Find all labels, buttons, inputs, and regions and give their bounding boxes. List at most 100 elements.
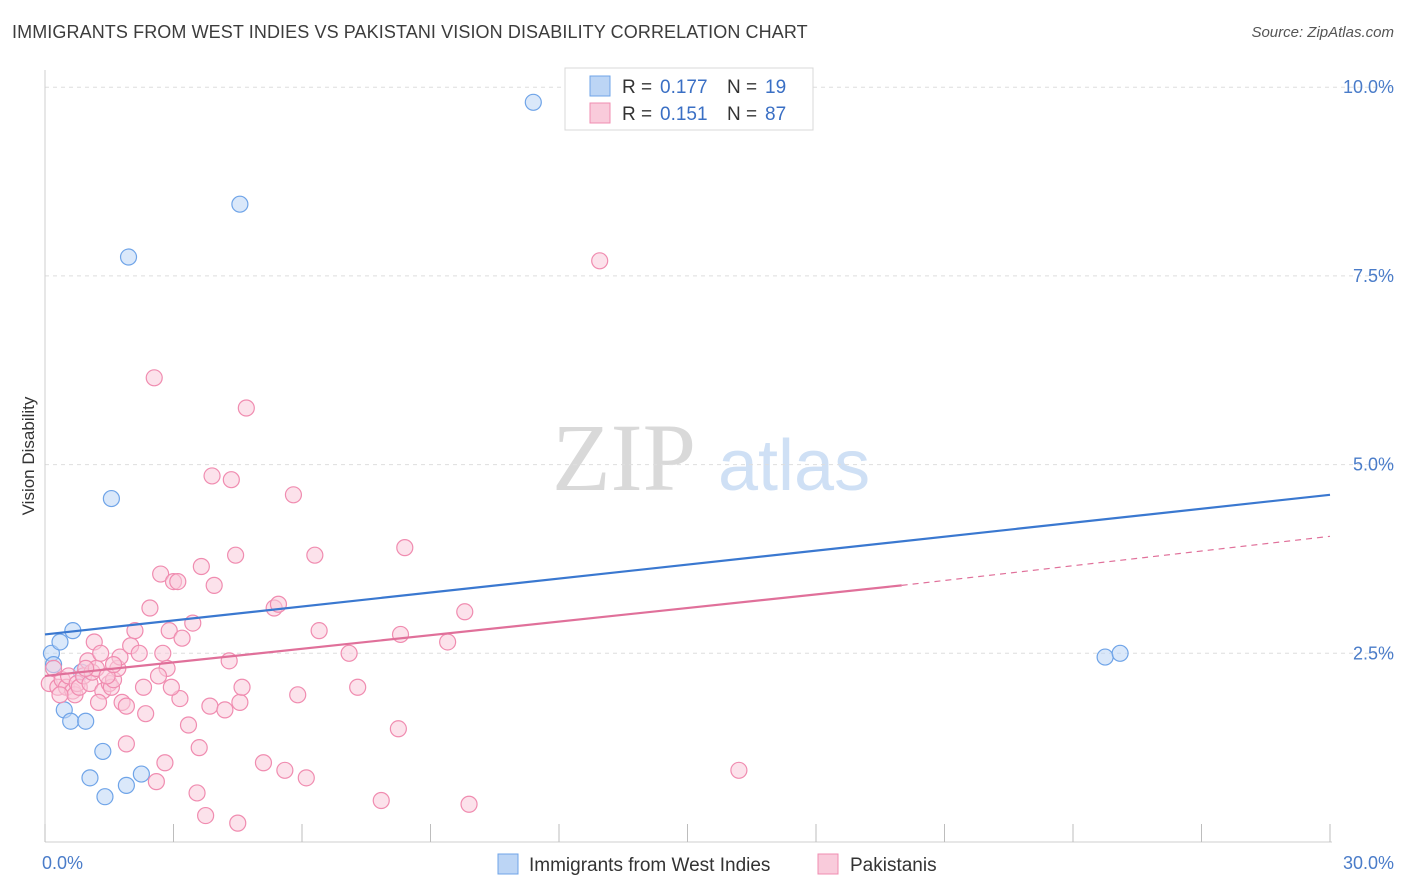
pakistanis-point	[51, 686, 69, 704]
west-indies-point	[119, 248, 138, 266]
west-indies-point	[102, 489, 120, 508]
pakistanis-point	[152, 565, 170, 583]
west-indies-point	[51, 633, 69, 651]
pakistanis-point	[276, 761, 294, 779]
pakistanis-point	[145, 369, 163, 387]
pakistanis-point	[591, 252, 609, 270]
pakistanis-point	[396, 539, 414, 557]
pakistanis-point	[89, 693, 108, 711]
y-tick-label: 5.0%	[1353, 455, 1394, 475]
legend-n-label-2: N =	[727, 104, 757, 125]
legend-r-label-1: R =	[622, 77, 652, 98]
pakistanis-point	[460, 795, 478, 813]
pakistanis-point	[156, 754, 174, 772]
pakistanis-point	[229, 814, 247, 832]
pakistanis-point	[130, 644, 148, 662]
west-indies-point	[77, 712, 95, 730]
y-tick-labels: 2.5% 5.0% 7.5% 10.0%	[1343, 77, 1394, 663]
west-indies-point	[62, 712, 80, 730]
correlation-legend: R = 0.177 N = 19 R = 0.151 N = 87	[564, 67, 814, 131]
x-tick-label-max: 30.0%	[1343, 853, 1394, 873]
x-ticks	[44, 824, 1331, 842]
west-indies-point	[94, 742, 112, 761]
chart-title: IMMIGRANTS FROM WEST INDIES VS PAKISTANI…	[12, 22, 808, 42]
pakistanis-point	[222, 471, 240, 489]
pakistanis-point	[231, 693, 249, 711]
pakistanis-point	[233, 678, 251, 696]
pakistanis-point	[173, 629, 191, 647]
pakistanis-point	[147, 773, 165, 791]
pakistanis-point	[149, 667, 168, 685]
legend-n-value-1: 19	[765, 77, 786, 98]
bottom-legend-label-pakistanis: Pakistanis	[850, 855, 937, 876]
bottom-legend-label-west-indies: Immigrants from West Indies	[529, 855, 770, 876]
pakistanis-point	[340, 644, 358, 662]
pakistanis-point	[227, 546, 245, 564]
pakistanis-point	[126, 622, 144, 640]
gridlines	[45, 86, 1394, 654]
pakistanis-point	[160, 622, 178, 640]
pakistanis-point	[179, 716, 198, 734]
pakistanis-point	[201, 697, 219, 715]
pakistanis-point	[730, 761, 748, 779]
pakistanis-point	[306, 546, 324, 564]
pakistanis-point	[44, 659, 63, 677]
pakistanis-trend-extension	[901, 535, 1331, 586]
west-indies-point	[132, 765, 150, 783]
west-indies-trend-line	[44, 493, 1331, 636]
watermark: ZIP atlas	[552, 404, 870, 511]
series-pakistanis-points	[40, 252, 748, 832]
pakistanis-point	[92, 644, 110, 662]
y-axis-title: Vision Disability	[19, 396, 38, 515]
pakistanis-point	[117, 697, 135, 715]
series-legend: Immigrants from West Indies Pakistanis	[497, 853, 937, 876]
pakistanis-point	[141, 599, 159, 617]
legend-swatch-pakistanis	[589, 102, 611, 124]
x-tick-label-min: 0.0%	[42, 853, 83, 873]
pakistanis-point	[117, 735, 135, 753]
pakistanis-point	[372, 791, 390, 810]
west-indies-point	[117, 776, 135, 794]
bottom-legend-swatch-pakistanis	[817, 853, 839, 875]
pakistanis-point	[216, 701, 234, 719]
pakistanis-point	[439, 633, 457, 651]
legend-n-value-2: 87	[765, 104, 786, 125]
pakistanis-point	[162, 678, 180, 696]
pakistanis-point	[154, 644, 172, 662]
legend-n-label-1: N =	[727, 77, 757, 98]
west-indies-point	[1096, 648, 1114, 666]
pakistanis-point	[137, 705, 155, 723]
pakistanis-point	[192, 557, 210, 576]
pakistanis-point	[284, 486, 303, 504]
watermark-atlas: atlas	[718, 426, 870, 506]
pakistanis-point	[171, 689, 189, 708]
pakistanis-point	[389, 720, 407, 738]
legend-r-label-2: R =	[622, 104, 652, 125]
pakistanis-point	[254, 754, 273, 772]
west-indies-point	[81, 769, 99, 787]
pakistanis-point	[203, 467, 221, 485]
pakistanis-point	[197, 806, 215, 825]
pakistanis-point	[190, 739, 208, 757]
bottom-legend-swatch-west-indies	[497, 853, 519, 875]
y-tick-label: 10.0%	[1343, 77, 1394, 97]
west-indies-point	[231, 195, 249, 213]
west-indies-point	[96, 788, 114, 806]
legend-swatch-west-indies	[589, 75, 611, 97]
pakistanis-point	[349, 678, 367, 696]
y-tick-label: 2.5%	[1353, 643, 1394, 663]
pakistanis-trend-line	[44, 584, 902, 678]
legend-r-value-2: 0.151	[660, 104, 708, 125]
pakistanis-point	[77, 659, 95, 677]
trend-lines	[44, 493, 1331, 678]
west-indies-point	[524, 93, 542, 111]
pakistanis-point	[297, 769, 315, 787]
pakistanis-point	[188, 784, 206, 802]
legend-r-value-1: 0.177	[660, 77, 708, 98]
pakistanis-point	[237, 399, 255, 417]
watermark-zip: ZIP	[552, 404, 696, 511]
west-indies-point	[1111, 644, 1129, 662]
pakistanis-point	[310, 622, 328, 640]
pakistanis-point	[205, 576, 223, 594]
